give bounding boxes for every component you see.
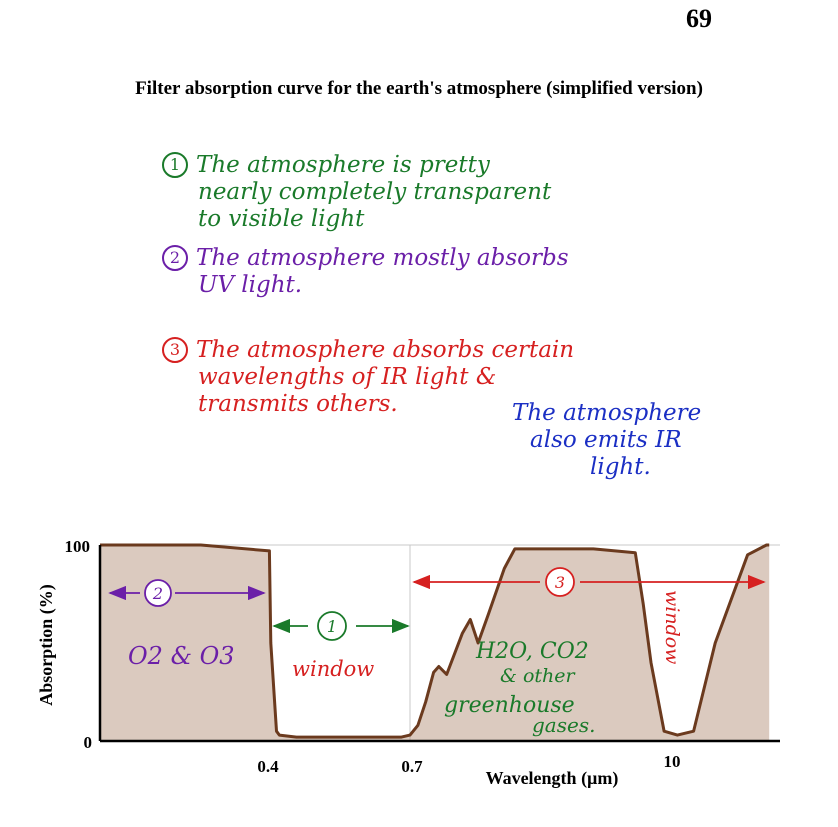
ir-window-label: window xyxy=(661,590,683,664)
note-ir-light: 3 The atmosphere absorbs certain waveleng… xyxy=(162,337,574,418)
x-axis-label: Wavelength (µm) xyxy=(486,768,619,789)
note-line: light. xyxy=(590,454,651,480)
greenhouse-label-line-1: H2O, CO2 xyxy=(475,639,589,664)
greenhouse-label-line-3: greenhouse xyxy=(444,693,575,718)
note-line: 1 The atmosphere is pretty xyxy=(162,152,551,179)
note-line: wavelengths of IR light & xyxy=(198,364,497,390)
note-line: 2 The atmosphere mostly absorbs xyxy=(162,245,569,272)
x-tick-label-0-7: 0.7 xyxy=(401,757,423,776)
note-line: nearly completely transparent xyxy=(198,179,552,205)
greenhouse-label-line-2: & other xyxy=(500,665,577,687)
page-number: 69 xyxy=(686,4,712,33)
note-line: UV light. xyxy=(198,272,303,298)
y-tick-label-100: 100 xyxy=(65,537,91,556)
note-marker: 2 xyxy=(162,245,188,271)
visible-region-marker xyxy=(317,611,347,641)
note-visible-light: 1 The atmosphere is pretty nearly complet… xyxy=(162,152,551,233)
ir-region-marker-label: 3 xyxy=(555,573,565,592)
absorption-curve xyxy=(100,543,770,739)
note-line: 3 The atmosphere absorbs certain xyxy=(162,337,574,364)
note-line: transmits others. xyxy=(198,391,398,417)
uv-region-marker xyxy=(144,579,172,607)
visible-window-label: window xyxy=(292,657,374,681)
x-tick-label-10: 10 xyxy=(664,752,681,771)
note-line: The atmosphere xyxy=(512,400,702,426)
uv-region-marker-label: 2 xyxy=(152,584,163,603)
greenhouse-label-line-4: gases. xyxy=(532,713,595,737)
x-tick-label-0-4: 0.4 xyxy=(257,757,279,776)
visible-region-marker-label: 1 xyxy=(327,617,337,636)
note-uv-light: 2 The atmosphere mostly absorbs UV light. xyxy=(162,245,569,299)
y-axis-label: Absorption (%) xyxy=(36,584,57,706)
ir-region-marker xyxy=(545,567,575,597)
o2-o3-label: O2 & O3 xyxy=(128,642,235,670)
note-line: also emits IR xyxy=(530,427,682,453)
note-line: to visible light xyxy=(198,206,365,232)
page-title: Filter absorption curve for the earth's … xyxy=(135,78,703,99)
note-marker: 1 xyxy=(162,152,188,178)
note-marker: 3 xyxy=(162,337,188,363)
absorption-shading xyxy=(100,545,770,740)
note-ir-emission: The atmosphere also emits IR light. xyxy=(512,400,701,481)
y-tick-label-0: 0 xyxy=(84,733,93,752)
